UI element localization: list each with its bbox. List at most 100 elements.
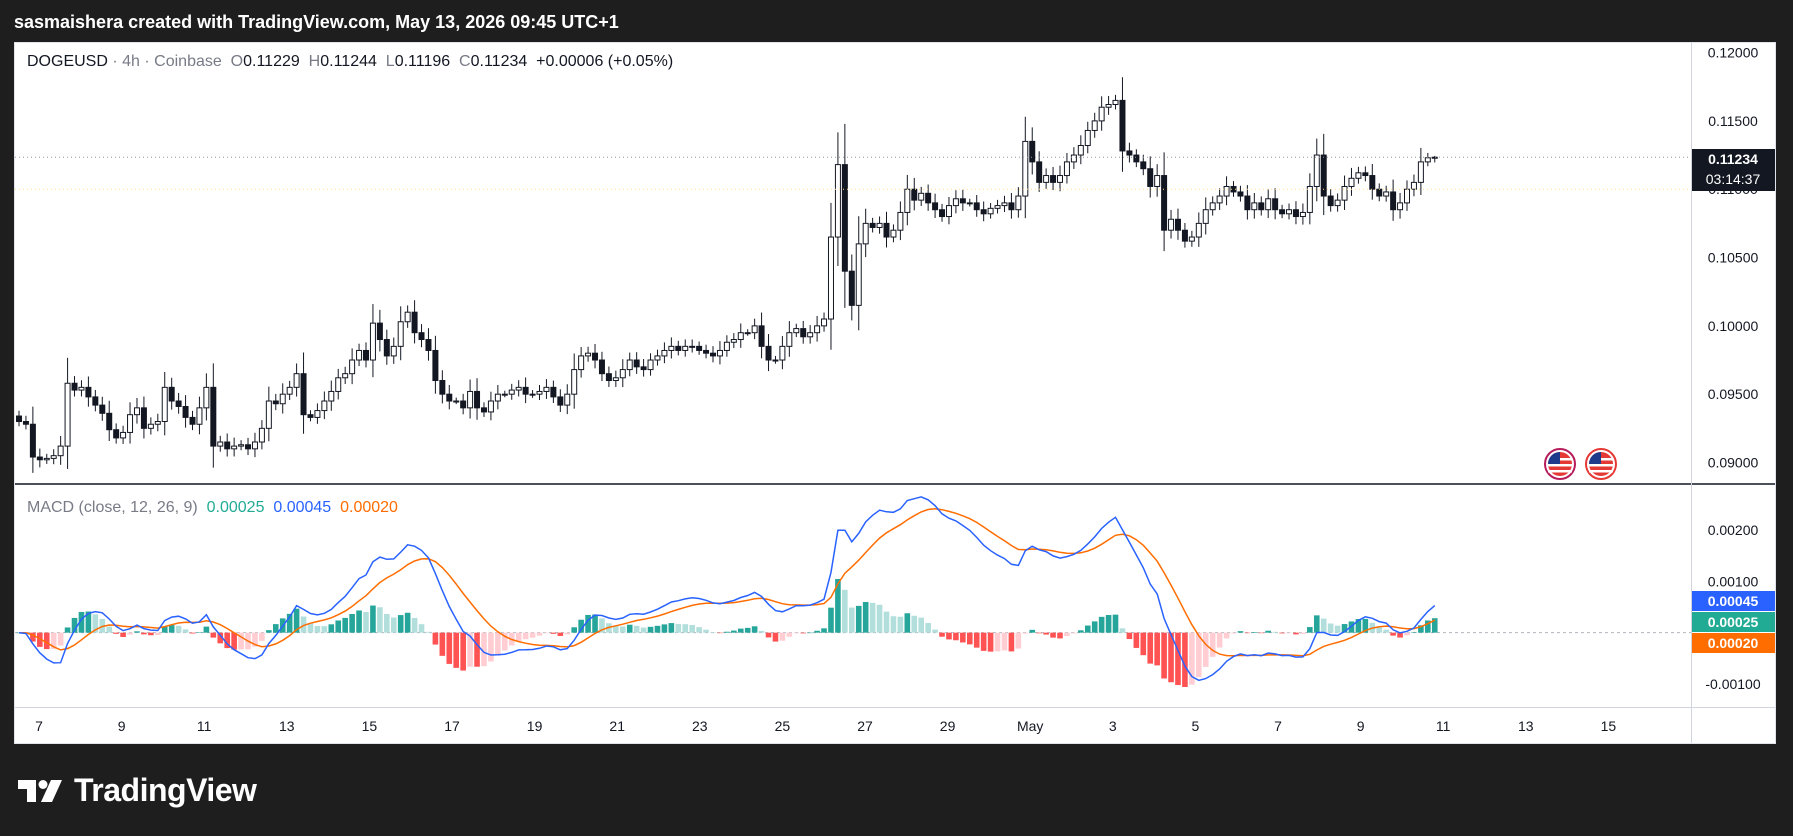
macd-histogram-bar [876,604,883,633]
macd-histogram-bar [293,608,300,633]
macd-histogram-bar [855,605,862,633]
candle-body [744,332,751,335]
candle-body [314,410,321,418]
macd-histogram-bar [571,627,577,633]
macd-histogram-bar [141,632,147,635]
candle-body [154,421,161,425]
macd-histogram-bar [50,632,57,649]
candle-body [71,382,78,391]
candle-body [92,396,99,406]
candle-body [536,390,543,395]
price-axis-tick: 0.11500 [1708,113,1758,129]
candle-body [1334,199,1341,207]
macd-histogram-bar [911,615,918,633]
candle-body [1098,106,1105,122]
candle-body [1119,99,1126,152]
macd-histogram-bar [92,614,99,633]
candle-body [1140,161,1147,170]
candle-body [120,431,127,439]
macd-histogram-bar [71,617,78,633]
us-flag-icon[interactable] [1544,448,1576,480]
candle-body [1216,195,1223,204]
macd-histogram-bar [1112,614,1119,633]
macd-histogram-bar [744,627,751,633]
macd-histogram-bar [585,614,591,633]
macd-histogram-bar [737,628,744,633]
candle-body [293,373,300,388]
legend-high-value: 0.11244 [320,53,377,70]
candle-body [307,414,314,418]
macd-histogram-bar [1140,632,1147,656]
macd-axis-tick: 0.00100 [1708,573,1759,589]
time-axis-tick: 7 [35,718,43,734]
candle-body [64,382,71,447]
macd-histogram-bar [259,632,265,641]
macd-histogram-bar [1182,632,1188,687]
candle-body [1390,191,1397,211]
macd-histogram-bar [224,632,230,649]
macd-histogram-bar [210,632,217,638]
macd-histogram-bar [800,632,807,634]
chart-canvas[interactable]: 0.120000.115000.110000.105000.100000.095… [15,43,1775,743]
tradingview-logo[interactable]: TradingView [18,772,257,809]
macd-histogram-bar [668,623,675,633]
candle-body [848,270,855,306]
hist-tag-value: 0.00025 [1708,614,1759,630]
candle-body [1258,202,1265,211]
chart-panel[interactable]: 0.120000.115000.110000.105000.100000.095… [14,42,1776,744]
time-axis-tick: 9 [1357,718,1365,734]
macd-histogram-bar [1064,632,1070,637]
macd-histogram-bar [1307,627,1313,633]
macd-histogram-bar [1404,632,1410,636]
macd-layer [15,496,1691,687]
macd-histogram-bar [869,602,876,633]
macd-legend-title[interactable]: MACD (close, 12, 26, 9) [27,499,198,516]
macd-histogram-bar [661,624,668,633]
candle-body [245,444,252,450]
macd-histogram-bar [703,629,709,633]
macd-histogram-bar [987,632,994,652]
candle-body [1077,144,1084,156]
candle-body [605,373,612,382]
candle-body [1126,150,1133,156]
candles-layer [15,77,1691,473]
price-tag-countdown: 03:14:37 [1706,171,1761,187]
macd-histogram-bar [495,632,501,656]
candle-body [196,407,203,425]
macd-histogram-bar [300,616,307,633]
time-axis-tick: 21 [609,718,625,734]
macd-histogram-bar [1272,631,1278,633]
candle-body [1036,161,1043,183]
macd-histogram-bar [522,632,529,640]
macd-histogram-bar [529,632,536,638]
candle-body [758,325,765,347]
legend-symbol[interactable]: DOGEUSD [27,53,108,70]
macd-histogram-bar [1411,632,1417,633]
candle-body [1161,175,1168,231]
candle-body [376,322,383,341]
macd-histogram-bar [918,617,924,633]
macd-histogram-bar [1334,625,1341,633]
us-flag-icon[interactable] [1585,448,1617,480]
candle-body [779,345,786,361]
macd-histogram-bar [467,632,473,667]
header-caption: sasmaishera created with TradingView.com… [14,12,619,32]
candle-body [980,209,987,215]
candle-body [147,423,154,429]
macd-histogram-bar [203,626,210,633]
macd-legend-signal: 0.00020 [340,499,398,516]
time-axis-tick: 13 [1518,718,1534,734]
macd-histogram-bar [217,632,224,644]
candle-body [598,359,605,375]
candle-body [1195,222,1202,238]
macd-histogram-bar [1126,632,1133,640]
signal-tag: 0.00020 [1692,633,1775,653]
candle-body [335,377,342,392]
candle-body [113,429,120,439]
macd-histogram-bar [168,625,175,633]
macd-histogram-bar [1230,632,1237,634]
candle-body [1376,188,1383,197]
candle-body [716,349,723,357]
candle-body [966,202,973,205]
candle-body [890,229,897,238]
